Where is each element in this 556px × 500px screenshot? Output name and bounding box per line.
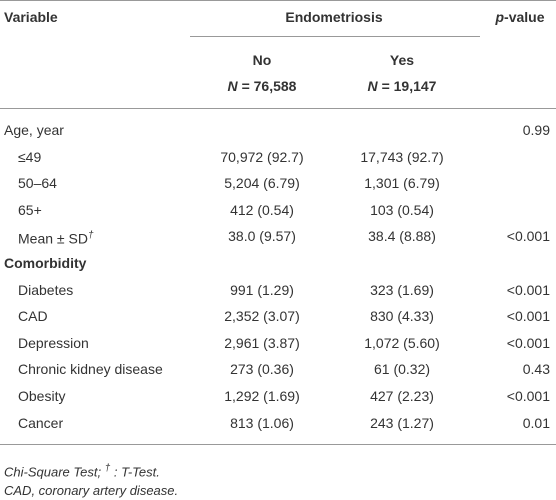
header: = 19,147 bbox=[381, 78, 437, 94]
cell-no: 2,352 (3.07) bbox=[224, 308, 300, 325]
cell-no: 5,204 (6.79) bbox=[224, 175, 300, 192]
row-label: 50–64 bbox=[18, 175, 57, 192]
row-label: Diabetes bbox=[18, 281, 74, 298]
rule bbox=[0, 0, 556, 1]
row-label: Chronic kidney disease bbox=[18, 360, 163, 378]
cell-yes: 17,743 (92.7) bbox=[360, 148, 444, 165]
row-label: Depression bbox=[18, 334, 89, 352]
cell-yes: 38.4 (8.88) bbox=[368, 228, 436, 245]
p-value: 0.43 bbox=[522, 361, 550, 378]
footnote: Chi-Square Test; bbox=[4, 464, 105, 480]
header: N = 19,147 bbox=[368, 77, 437, 95]
row-label: Depression bbox=[18, 334, 89, 351]
row-label: CAD bbox=[18, 308, 48, 325]
header: p bbox=[495, 9, 505, 25]
cell-yes: 1,072 (5.60) bbox=[364, 334, 440, 351]
row-label: 50–64 bbox=[18, 174, 57, 192]
header: Endometriosis bbox=[285, 9, 383, 25]
p-value: <0.001 bbox=[506, 388, 550, 404]
cell-no: 70,972 (92.7) bbox=[220, 148, 304, 165]
cell-no: 38.0 (9.57) bbox=[228, 228, 296, 245]
row-label: Diabetes bbox=[18, 281, 73, 299]
cell-yes: 1,301 (6.79) bbox=[364, 175, 440, 192]
header: N bbox=[227, 78, 238, 94]
cell-no: 412 (0.54) bbox=[230, 201, 294, 218]
p-value: 0.99 bbox=[522, 122, 550, 138]
header: N = 76,588 bbox=[228, 77, 297, 95]
header: Yes bbox=[389, 52, 415, 68]
cell-yes: 243 (1.27) bbox=[370, 414, 434, 431]
p-value: <0.001 bbox=[506, 228, 550, 245]
row-label: Cancer bbox=[18, 414, 64, 431]
section-title: Comorbidity bbox=[4, 255, 87, 271]
header: N bbox=[367, 78, 378, 94]
header: Variable bbox=[4, 9, 58, 25]
row-label: CAD bbox=[18, 307, 48, 325]
cell-no: 813 (1.06) bbox=[230, 414, 294, 431]
rule bbox=[0, 108, 556, 109]
header: = 76,588 bbox=[241, 78, 297, 94]
row-label: 65+ bbox=[18, 201, 42, 219]
footnote: : T-Test. bbox=[110, 464, 160, 480]
section-title: Age, year bbox=[4, 122, 64, 138]
cell-yes: 103 (0.54) bbox=[370, 201, 434, 218]
cell-no: 2,961 (3.87) bbox=[224, 334, 300, 351]
header: p-value bbox=[495, 8, 544, 26]
row-label: Obesity bbox=[18, 387, 65, 405]
footnote-mark: † bbox=[87, 230, 94, 242]
cell-no: 991 (1.29) bbox=[230, 281, 294, 298]
rule bbox=[0, 444, 556, 445]
row-label: Obesity bbox=[18, 388, 66, 404]
footnote: CAD, coronary artery disease. bbox=[4, 483, 179, 498]
cell-yes: 427 (2.23) bbox=[370, 388, 434, 404]
cell-yes: 61 (0.32) bbox=[373, 361, 431, 378]
footnote: Chi-Square Test; † : T-Test. bbox=[4, 460, 160, 481]
row-label: ≤49 bbox=[18, 148, 41, 166]
header: No bbox=[252, 52, 272, 68]
rule bbox=[190, 36, 480, 37]
p-value: 0.01 bbox=[522, 414, 550, 431]
cell-no: 273 (0.36) bbox=[230, 361, 294, 378]
row-label: Chronic kidney disease bbox=[18, 361, 163, 378]
row-label: Mean ± SD† bbox=[18, 227, 94, 248]
row-label: Mean ± SD bbox=[18, 231, 88, 248]
row-label: Cancer bbox=[18, 414, 63, 432]
p-value: <0.001 bbox=[506, 308, 550, 325]
footnote: † bbox=[104, 463, 111, 474]
row-label: ≤49 bbox=[18, 148, 42, 165]
cell-yes: 323 (1.69) bbox=[370, 281, 434, 298]
p-value: <0.001 bbox=[506, 281, 550, 298]
header: -value bbox=[504, 9, 545, 25]
row-label: 65+ bbox=[18, 201, 42, 218]
cell-no: 1,292 (1.69) bbox=[224, 388, 300, 404]
cell-yes: 830 (4.33) bbox=[370, 308, 434, 325]
p-value: <0.001 bbox=[506, 334, 550, 351]
